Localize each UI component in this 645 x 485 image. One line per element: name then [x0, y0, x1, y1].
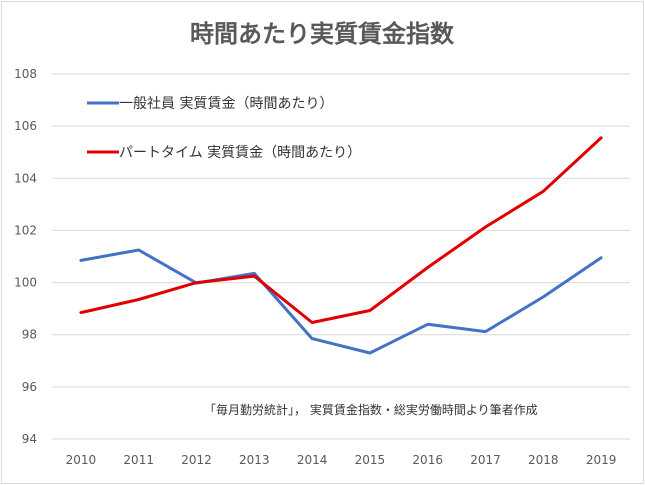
x-tick-label: 2013 — [239, 453, 270, 467]
source-note: 「毎月勤労統計」， 実質賃金指数・総実労働時間より筆者作成 — [204, 402, 538, 417]
gridlines — [52, 73, 630, 440]
y-tick-label: 102 — [14, 223, 37, 237]
x-tick-label: 2016 — [412, 453, 443, 467]
y-tick-label: 106 — [14, 119, 37, 133]
series-lines — [79, 136, 603, 355]
data-point — [137, 298, 140, 301]
legend-label-1: 一般社員 実質賃金（時間あたり） — [119, 96, 333, 112]
data-point — [368, 351, 372, 355]
legend: 一般社員 実質賃金（時間あたり） パートタイム 実質賃金（時間あたり） — [87, 96, 361, 161]
x-axis-ticks: 2010 2011 2012 2013 2014 2015 2016 2017 2018 2019 — [66, 453, 617, 467]
data-point — [310, 321, 314, 324]
data-point — [426, 323, 429, 326]
legend-label-2: パートタイム 実質賃金（時間あたり） — [119, 145, 361, 161]
data-point — [542, 190, 545, 193]
y-tick-label: 104 — [14, 171, 37, 185]
series-line-1 — [79, 248, 603, 355]
data-point — [599, 256, 603, 260]
data-point — [484, 225, 487, 229]
x-tick-label: 2011 — [123, 453, 154, 467]
y-tick-label: 98 — [22, 328, 37, 342]
data-point — [195, 281, 198, 284]
data-point — [426, 266, 429, 269]
x-tick-label: 2012 — [181, 453, 212, 467]
x-tick-label: 2010 — [66, 453, 97, 467]
data-point — [599, 136, 603, 140]
data-point — [542, 295, 545, 299]
y-tick-label: 94 — [22, 432, 37, 446]
x-tick-label: 2014 — [297, 453, 328, 467]
series-line-2 — [79, 136, 603, 324]
data-point — [137, 248, 140, 252]
chart-title: 時間あたり実質賃金指数 — [190, 20, 455, 48]
x-tick-label: 2018 — [528, 453, 559, 467]
x-tick-label: 2015 — [355, 453, 386, 467]
data-point — [79, 259, 83, 262]
data-point — [253, 274, 256, 278]
y-tick-label: 96 — [22, 380, 37, 394]
data-point — [79, 311, 83, 314]
data-point — [368, 309, 372, 312]
x-tick-label: 2017 — [470, 453, 501, 467]
data-point — [310, 337, 314, 340]
y-axis-ticks: 94 96 98 100 102 104 106 108 — [14, 67, 37, 446]
data-point — [253, 272, 256, 275]
data-point — [484, 330, 487, 333]
x-tick-label: 2019 — [586, 453, 617, 467]
y-tick-label: 100 — [14, 276, 37, 290]
y-tick-label: 108 — [14, 67, 37, 81]
